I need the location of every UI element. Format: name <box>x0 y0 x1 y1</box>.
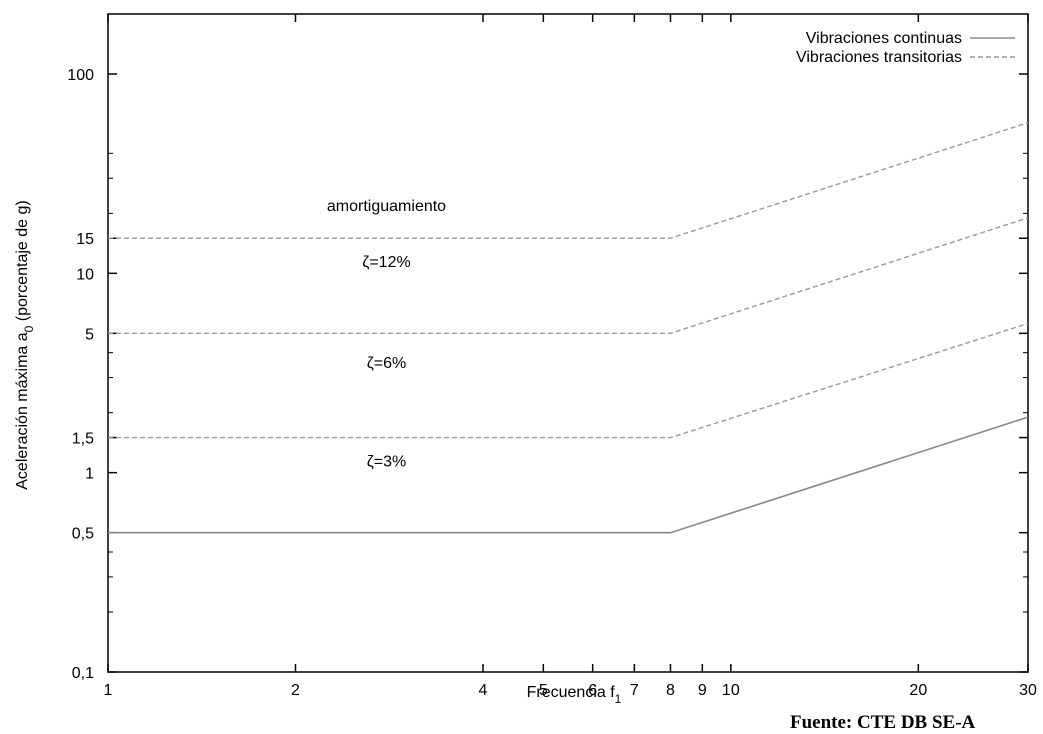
dashed-series-line-3 <box>108 122 1029 239</box>
legend: Vibraciones continuas Vibraciones transit… <box>796 30 1015 66</box>
annotation-label: amortiguamiento <box>327 198 446 215</box>
solid-series-line-0 <box>108 416 1029 534</box>
annotation-label: ζ=3% <box>367 454 407 471</box>
annotation-label: ζ=6% <box>367 355 407 372</box>
x-tick-label: 10 <box>722 682 740 699</box>
dashed-series-line-1 <box>108 322 1029 439</box>
x-tick-label: 20 <box>909 682 927 699</box>
series-layer <box>108 122 1029 534</box>
plot-frame <box>107 13 1029 673</box>
y-tick-label: 1 <box>85 466 94 483</box>
y-tick-label: 15 <box>76 231 94 248</box>
x-tick-label: 9 <box>698 682 707 699</box>
y-tick-label: 0,5 <box>72 526 94 543</box>
y-tick-label: 100 <box>67 67 94 84</box>
annotation-label: ζ=12% <box>362 254 410 271</box>
source-note: Fuente: CTE DB SE-A <box>790 712 976 733</box>
x-axis-title: Frecuencia f1 <box>527 684 622 706</box>
annotation-layer: amortiguamiento ζ=12% ζ=6% ζ=3% <box>327 198 446 470</box>
x-tick-label: 7 <box>630 682 639 699</box>
y-tick-label: 0,1 <box>72 665 94 682</box>
x-tick-label: 30 <box>1019 682 1037 699</box>
legend-label: Vibraciones continuas <box>806 30 962 47</box>
x-tick-label: 5 <box>539 682 548 699</box>
axes-layer: 1 2 4 5 6 7 8 9 10 20 30 0,1 0,5 1 1,5 5 10 15 100 <box>67 13 1037 699</box>
x-tick-label: 1 <box>104 682 113 699</box>
y-tick-label: 10 <box>76 266 94 283</box>
x-tick-label: 4 <box>479 682 488 699</box>
y-axis-title: Aceleración máxima a0 (porcentaje de g) <box>14 200 36 490</box>
legend-label: Vibraciones transitorias <box>796 49 962 66</box>
x-tick-label: 8 <box>666 682 675 699</box>
x-tick-label: 6 <box>588 682 597 699</box>
x-tick-label: 2 <box>291 682 300 699</box>
dashed-series-line-2 <box>108 217 1029 334</box>
y-tick-label: 1,5 <box>72 431 94 448</box>
y-tick-label: 5 <box>85 326 94 343</box>
